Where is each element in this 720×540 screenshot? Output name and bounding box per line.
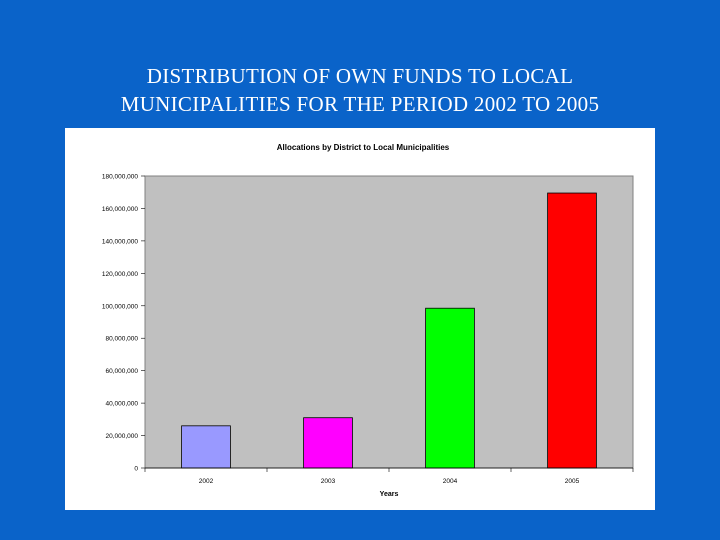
slide-title: DISTRIBUTION OF OWN FUNDS TO LOCAL MUNIC… (0, 62, 720, 118)
y-tick-label: 100,000,000 (102, 303, 139, 310)
bar-chart: Allocations by District to Local Municip… (102, 143, 634, 498)
y-tick-label: 20,000,000 (105, 433, 138, 440)
y-tick-label: 0 (134, 466, 138, 473)
y-tick-label: 80,000,000 (105, 336, 138, 343)
x-tick-label: 2003 (321, 478, 336, 485)
chart-title: Allocations by District to Local Municip… (277, 143, 450, 152)
y-tick-label: 160,000,000 (102, 206, 139, 213)
slide-title-line-1: DISTRIBUTION OF OWN FUNDS TO LOCAL (146, 64, 574, 88)
slide-title-line-2: MUNICIPALITIES FOR THE PERIOD 2002 TO 20… (120, 92, 600, 116)
y-tick-label: 180,000,000 (102, 174, 139, 181)
x-tick-label: 2004 (443, 478, 458, 485)
bar-2002 (181, 425, 231, 469)
y-tick-label: 40,000,000 (105, 401, 138, 408)
y-tick-label: 120,000,000 (102, 271, 139, 278)
y-axis: 0 20,000,000 40,000,000 60,000,000 80,000,00… (102, 174, 145, 473)
y-tick-label: 140,000,000 (102, 238, 139, 245)
x-tick-label: 2002 (199, 478, 214, 485)
y-tick-label: 60,000,000 (105, 368, 138, 375)
x-axis-label: Years (380, 491, 399, 498)
bar-2005 (547, 192, 597, 469)
chart-panel: Allocations by District to Local Municip… (65, 128, 655, 510)
x-axis: 2002 2003 2004 2005 (144, 467, 634, 485)
bar-2003 (303, 417, 353, 469)
x-tick-label: 2005 (565, 478, 580, 485)
bar-2004 (425, 307, 475, 469)
